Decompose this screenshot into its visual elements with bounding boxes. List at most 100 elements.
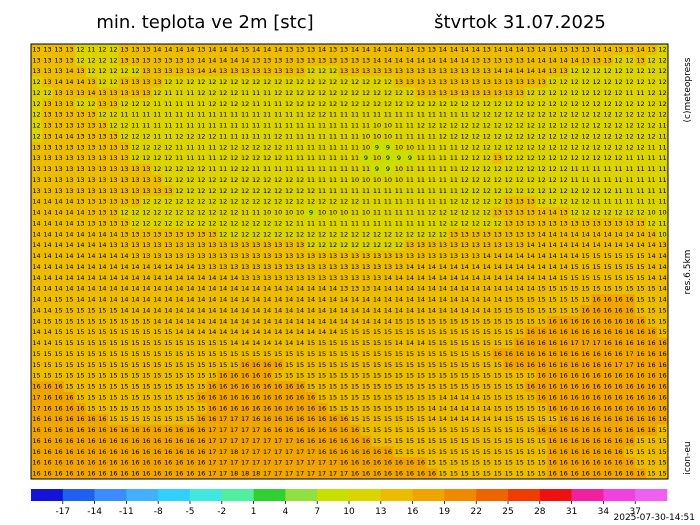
temperature-cell: [503, 392, 515, 404]
temperature-label: 16: [54, 437, 62, 445]
temperature-cell: [272, 163, 284, 175]
temperature-cell: [228, 228, 240, 241]
temperature-label: 12: [439, 122, 447, 130]
temperature-label: 12: [318, 67, 326, 75]
temperature-cell: [514, 87, 526, 99]
temperature-label: 11: [318, 219, 326, 227]
temperature-label: 13: [230, 252, 238, 260]
temperature-label: 13: [636, 219, 644, 227]
temperature-cell: [151, 65, 164, 77]
temperature-label: 12: [340, 230, 348, 238]
temperature-label: 12: [603, 78, 611, 86]
temperature-label: 13: [340, 56, 348, 64]
temperature-cell: [52, 261, 65, 273]
temperature-cell: [558, 261, 570, 273]
temperature-label: 13: [406, 78, 414, 86]
temperature-label: 14: [131, 306, 139, 314]
temperature-label: 12: [153, 219, 161, 227]
temperature-cell: [591, 402, 603, 415]
temperature-cell: [272, 250, 284, 262]
temperature-label: 15: [516, 306, 524, 314]
temperature-cell: [261, 326, 273, 338]
temperature-cell: [184, 283, 197, 295]
temperature-cell: [602, 185, 614, 197]
temperature-cell: [107, 326, 120, 338]
temperature-label: 15: [362, 372, 370, 380]
temperature-cell: [591, 76, 603, 88]
temperature-cell: [569, 54, 581, 67]
temperature-cell: [107, 424, 120, 436]
temperature-cell: [228, 294, 240, 306]
temperature-label: 15: [483, 383, 491, 391]
temperature-label: 16: [581, 350, 589, 358]
temperature-label: 15: [450, 339, 458, 347]
temperature-cell: [503, 315, 515, 328]
temperature-cell: [250, 120, 262, 132]
temperature-label: 15: [625, 252, 633, 260]
temperature-label: 15: [219, 339, 227, 347]
temperature-label: 15: [505, 317, 513, 325]
temperature-cell: [107, 348, 120, 360]
temperature-label: 12: [109, 111, 117, 119]
temperature-label: 11: [274, 122, 282, 130]
temperature-label: 15: [439, 459, 447, 467]
temperature-label: 15: [329, 393, 337, 401]
temperature-label: 11: [230, 132, 238, 140]
temperature-label: 15: [406, 393, 414, 401]
temperature-cell: [338, 65, 350, 77]
temperature-label: 15: [516, 383, 524, 391]
temperature-label: 10: [384, 132, 392, 140]
temperature-cell: [514, 457, 526, 469]
temperature-cell: [470, 87, 482, 99]
temperature-label: 15: [153, 328, 161, 336]
temperature-label: 15: [65, 383, 73, 391]
temperature-cell: [657, 359, 669, 371]
temperature-label: 15: [472, 328, 480, 336]
temperature-label: 12: [417, 230, 425, 238]
temperature-label: 12: [43, 89, 51, 97]
temperature-cell: [547, 446, 559, 458]
temperature-label: 17: [625, 350, 633, 358]
temperature-label: 15: [636, 263, 644, 271]
temperature-label: 13: [109, 187, 117, 195]
temperature-label: 12: [625, 100, 633, 108]
temperature-label: 11: [252, 132, 260, 140]
temperature-cell: [602, 87, 614, 99]
temperature-cell: [646, 305, 658, 317]
temperature-cell: [63, 370, 76, 382]
temperature-cell: [283, 54, 295, 67]
temperature-cell: [74, 163, 87, 175]
temperature-cell: [646, 239, 658, 251]
temperature-cell: [228, 413, 240, 425]
temperature-cell: [184, 261, 197, 273]
temperature-cell: [382, 359, 394, 371]
temperature-cell: [426, 87, 438, 99]
temperature-cell: [393, 141, 405, 154]
temperature-label: 16: [614, 426, 622, 434]
temperature-cell: [470, 305, 482, 317]
temperature-label: 12: [603, 111, 611, 119]
temperature-label: 14: [494, 274, 502, 282]
temperature-label: 15: [472, 448, 480, 456]
temperature-label: 12: [362, 100, 370, 108]
temperature-cell: [74, 413, 87, 425]
temperature-label: 16: [65, 459, 73, 467]
temperature-cell: [316, 381, 328, 393]
temperature-cell: [96, 152, 109, 164]
temperature-label: 11: [362, 111, 370, 119]
temperature-label: 11: [658, 154, 666, 162]
temperature-cell: [118, 435, 131, 447]
temperature-cell: [162, 392, 175, 404]
temperature-label: 15: [395, 404, 403, 412]
temperature-cell: [85, 381, 98, 393]
temperature-label: 12: [329, 67, 337, 75]
temperature-label: 15: [109, 339, 117, 347]
temperature-cell: [140, 272, 153, 284]
temperature-label: 14: [406, 263, 414, 271]
temperature-label: 15: [318, 339, 326, 347]
temperature-cell: [52, 457, 65, 469]
temperature-label: 13: [109, 100, 117, 108]
temperature-label: 14: [32, 317, 40, 325]
temperature-label: 12: [625, 67, 633, 75]
temperature-cell: [74, 54, 87, 67]
